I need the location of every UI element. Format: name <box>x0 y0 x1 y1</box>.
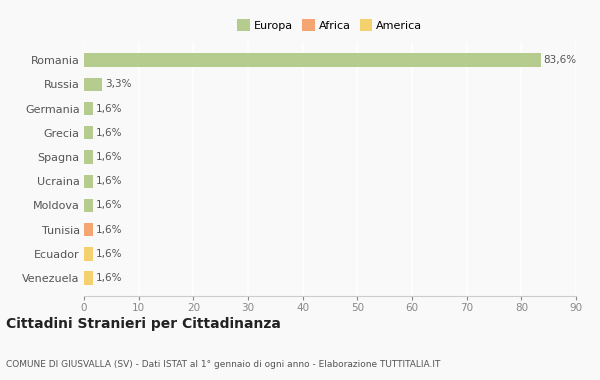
Text: 1,6%: 1,6% <box>95 249 122 259</box>
Text: 1,6%: 1,6% <box>95 152 122 162</box>
Text: 1,6%: 1,6% <box>95 128 122 138</box>
Bar <box>84 271 93 285</box>
Bar <box>84 199 93 212</box>
Text: 1,6%: 1,6% <box>95 176 122 186</box>
Bar <box>84 102 93 115</box>
Text: 3,3%: 3,3% <box>105 79 131 89</box>
Bar <box>84 126 93 139</box>
Text: COMUNE DI GIUSVALLA (SV) - Dati ISTAT al 1° gennaio di ogni anno - Elaborazione : COMUNE DI GIUSVALLA (SV) - Dati ISTAT al… <box>6 359 440 369</box>
Text: 1,6%: 1,6% <box>95 273 122 283</box>
Text: 1,6%: 1,6% <box>95 201 122 211</box>
Text: 83,6%: 83,6% <box>544 55 577 65</box>
Legend: Europa, Africa, America: Europa, Africa, America <box>234 17 426 34</box>
Bar <box>84 174 93 188</box>
Bar <box>84 247 93 261</box>
Text: Cittadini Stranieri per Cittadinanza: Cittadini Stranieri per Cittadinanza <box>6 317 281 331</box>
Bar <box>84 53 541 67</box>
Text: 1,6%: 1,6% <box>95 225 122 235</box>
Bar <box>84 150 93 164</box>
Bar <box>84 78 102 91</box>
Text: 1,6%: 1,6% <box>95 103 122 114</box>
Bar <box>84 223 93 236</box>
